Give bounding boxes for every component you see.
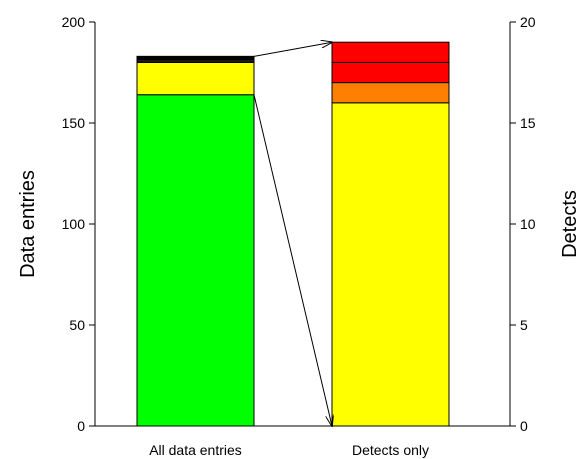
bar-segment xyxy=(136,55,255,60)
category-label: All data entries xyxy=(149,442,242,458)
right-tick-label: 5 xyxy=(520,317,528,333)
left-axis-title: Data entries xyxy=(17,170,39,278)
connector-arrow xyxy=(253,94,332,426)
bars xyxy=(136,41,450,427)
right-tick-label: 15 xyxy=(520,115,536,131)
left-tick-label: 100 xyxy=(62,216,86,232)
right-axis-title: Detects xyxy=(559,190,581,258)
left-tick-label: 150 xyxy=(62,115,86,131)
left-tick-label: 0 xyxy=(77,418,85,434)
connector-arrow xyxy=(253,42,332,57)
bar-segment xyxy=(331,102,450,427)
bar-segment xyxy=(331,82,450,104)
category-labels: All data entries Detects only xyxy=(149,442,429,458)
plot-area: 0 50 100 150 200 0 5 10 15 20 All data entries De… xyxy=(62,14,536,458)
bar-segment xyxy=(331,41,450,63)
left-axis-ticks: 0 50 100 150 200 xyxy=(62,14,95,434)
left-tick-label: 200 xyxy=(62,14,86,30)
right-axis-ticks: 0 5 10 15 20 xyxy=(510,14,536,434)
right-tick-label: 10 xyxy=(520,216,536,232)
connector-arrows xyxy=(253,42,332,426)
left-tick-label: 50 xyxy=(69,317,85,333)
right-tick-label: 0 xyxy=(520,418,528,434)
bar-segment xyxy=(136,61,255,96)
category-label: Detects only xyxy=(352,442,429,458)
bar-segment xyxy=(136,94,255,427)
bar-segment xyxy=(331,61,450,84)
right-tick-label: 20 xyxy=(520,14,536,30)
